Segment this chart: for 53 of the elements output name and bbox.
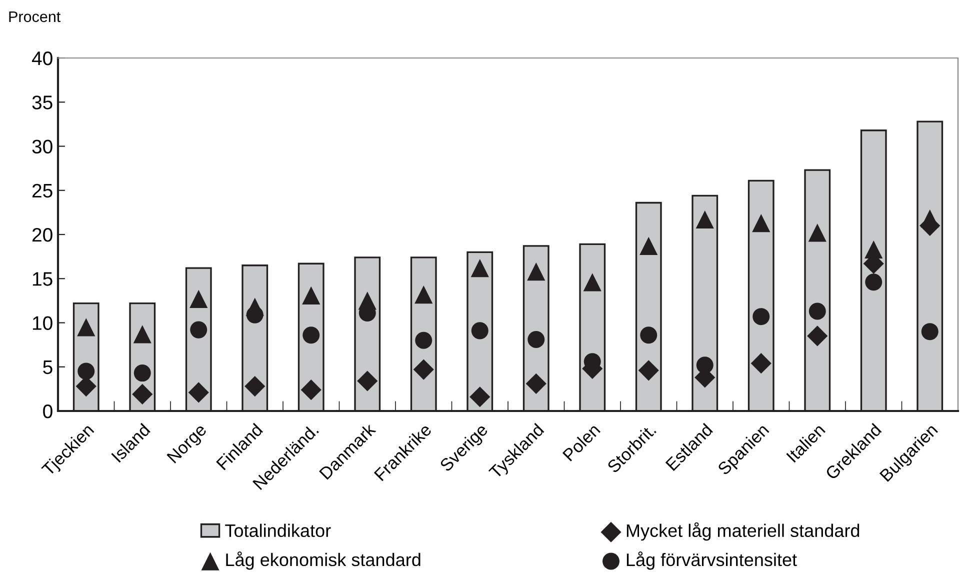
point: [415, 332, 432, 349]
point: [77, 318, 96, 336]
point: [300, 380, 322, 400]
point: [696, 356, 714, 374]
point: [640, 326, 658, 344]
point: [921, 323, 938, 340]
point: [920, 210, 939, 228]
point: [190, 321, 208, 338]
point: [190, 290, 208, 308]
point: [470, 386, 490, 408]
point: [640, 236, 658, 256]
y-axis-title: Procent: [9, 11, 61, 22]
y-tick-label: 35: [32, 96, 52, 110]
point: [134, 364, 151, 382]
y-tick-label: 10: [32, 316, 52, 330]
point: [471, 322, 488, 340]
point: [244, 376, 266, 397]
y-tick-label: 15: [32, 272, 52, 286]
point: [357, 370, 378, 392]
legend-label: Låg ekonomisk standard: [226, 551, 420, 570]
point: [864, 240, 883, 259]
point: [470, 258, 489, 278]
y-tick-label: 25: [32, 184, 52, 198]
point: [133, 325, 152, 344]
point: [302, 326, 320, 344]
point: [413, 359, 434, 380]
legend-label: Mycket låg materiell standard: [626, 522, 860, 541]
y-tick-label: 30: [32, 140, 52, 154]
point: [132, 384, 153, 405]
point: [302, 286, 320, 304]
point: [527, 262, 546, 281]
legend-label: Totalindikator: [225, 524, 331, 538]
y-tick-label: 20: [32, 228, 52, 242]
point: [808, 302, 826, 320]
y-tick-label: 40: [32, 51, 52, 66]
point: [246, 306, 264, 324]
point: [752, 214, 770, 232]
point: [807, 326, 828, 346]
point: [78, 362, 95, 380]
point: [696, 210, 714, 229]
point: [638, 360, 659, 381]
point: [752, 308, 770, 326]
legend-label: Låg förvärvsintensitet: [626, 551, 797, 570]
point: [526, 373, 546, 394]
point: [750, 353, 772, 374]
point: [808, 224, 826, 242]
point: [528, 331, 545, 348]
y-tick-label: 0: [43, 404, 52, 418]
point: [414, 285, 433, 304]
point: [865, 274, 882, 291]
y-tick-label: 5: [43, 360, 52, 374]
point: [188, 382, 209, 403]
point: [583, 273, 602, 292]
